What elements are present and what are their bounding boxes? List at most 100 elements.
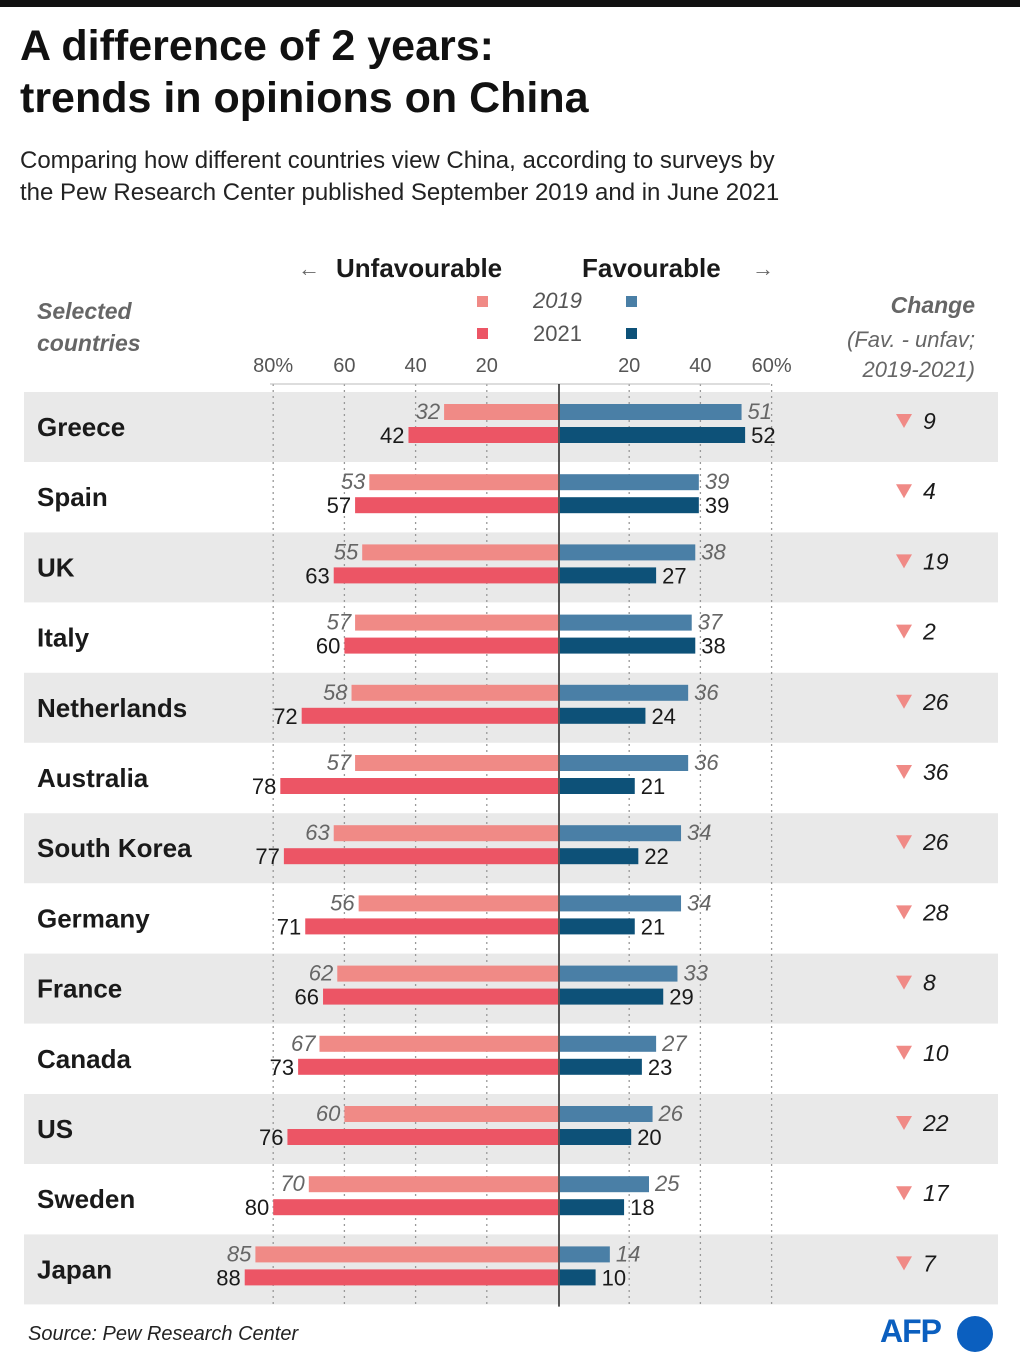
country-label: UK xyxy=(37,552,75,582)
change-value: 26 xyxy=(922,689,949,715)
bar-fav-2021 xyxy=(560,567,657,584)
bar-fav-2019 xyxy=(560,684,689,701)
bar-fav-2021 xyxy=(560,427,746,443)
data-label-unfav-2019: 67 xyxy=(291,1031,316,1056)
change-value: 8 xyxy=(923,970,936,996)
x-tick-label: 40 xyxy=(689,355,711,377)
bar-unfav-2019 xyxy=(319,1035,558,1052)
bar-unfav-2021 xyxy=(333,567,558,584)
data-label-fav-2019: 39 xyxy=(705,469,729,494)
change-down-icon xyxy=(896,835,912,850)
unfavourable-heading: Unfavourable xyxy=(336,253,503,283)
change-down-icon xyxy=(896,1256,912,1271)
country-label: South Korea xyxy=(37,833,192,863)
data-label-unfav-2021: 60 xyxy=(316,634,340,659)
data-label-fav-2021: 24 xyxy=(651,704,675,729)
bar-unfav-2019 xyxy=(444,404,558,420)
x-tick-label: 40 xyxy=(404,355,426,377)
data-label-fav-2019: 34 xyxy=(687,890,711,915)
country-label: Japan xyxy=(37,1254,112,1284)
bar-unfav-2019 xyxy=(344,1106,558,1122)
data-label-fav-2019: 34 xyxy=(687,820,711,845)
change-down-icon xyxy=(896,975,912,990)
bar-fav-2019 xyxy=(560,825,682,842)
data-label-unfav-2019: 63 xyxy=(305,820,330,845)
data-label-fav-2019: 38 xyxy=(701,539,726,564)
change-sub-line-2: 2019-2021) xyxy=(862,357,975,382)
bar-fav-2021 xyxy=(560,1199,625,1216)
data-label-fav-2019: 27 xyxy=(661,1031,687,1056)
data-label-unfav-2021: 77 xyxy=(255,844,279,869)
data-label-unfav-2019: 57 xyxy=(327,610,352,635)
change-value: 28 xyxy=(922,899,949,925)
bar-fav-2019 xyxy=(560,404,742,420)
legend-unfav-2019-swatch xyxy=(477,296,488,307)
data-label-unfav-2019: 70 xyxy=(280,1171,305,1196)
change-down-icon xyxy=(896,414,912,428)
change-down-icon xyxy=(896,554,912,569)
bar-unfav-2021 xyxy=(323,988,558,1005)
bar-unfav-2019 xyxy=(333,825,558,842)
change-value: 4 xyxy=(923,478,936,504)
data-label-unfav-2019: 56 xyxy=(330,890,355,915)
data-label-fav-2021: 52 xyxy=(751,423,775,448)
change-value: 36 xyxy=(923,759,949,785)
data-label-unfav-2021: 57 xyxy=(327,493,351,518)
data-label-fav-2021: 18 xyxy=(630,1195,654,1220)
bar-unfav-2021 xyxy=(287,1129,558,1145)
bar-fav-2019 xyxy=(560,755,689,771)
data-label-fav-2021: 10 xyxy=(602,1265,626,1290)
data-label-unfav-2021: 72 xyxy=(273,704,297,729)
country-label: Spain xyxy=(37,482,108,512)
chart-subtitle: Comparing how different countries view C… xyxy=(20,145,1000,209)
bar-fav-2021 xyxy=(560,707,646,724)
data-label-fav-2021: 21 xyxy=(641,914,665,939)
data-label-unfav-2021: 88 xyxy=(216,1265,240,1290)
bar-unfav-2021 xyxy=(244,1269,558,1286)
legend-unfav-2021-swatch xyxy=(477,328,488,339)
data-label-unfav-2019: 55 xyxy=(334,539,359,564)
data-label-unfav-2019: 32 xyxy=(416,399,440,424)
selected-line-2: countries xyxy=(37,330,141,356)
afp-logo-dot xyxy=(957,1316,993,1352)
selected-countries-label: Selected countries xyxy=(37,295,141,359)
data-label-fav-2019: 25 xyxy=(654,1171,680,1196)
change-value: 10 xyxy=(923,1040,949,1066)
x-tick-label: 20 xyxy=(476,355,498,377)
data-label-fav-2019: 37 xyxy=(698,610,723,635)
bar-fav-2021 xyxy=(560,778,635,794)
data-label-fav-2021: 39 xyxy=(705,493,729,518)
data-label-unfav-2021: 63 xyxy=(305,563,329,588)
data-label-unfav-2019: 85 xyxy=(227,1241,252,1266)
source-note: Source: Pew Research Center xyxy=(28,1323,299,1345)
change-down-icon xyxy=(896,694,912,709)
data-label-unfav-2019: 62 xyxy=(309,961,333,986)
data-label-fav-2021: 38 xyxy=(701,634,725,659)
country-label: France xyxy=(37,974,122,1004)
bar-fav-2019 xyxy=(560,544,696,561)
bar-fav-2019 xyxy=(560,1246,610,1263)
bar-fav-2021 xyxy=(560,848,639,865)
bar-unfav-2021 xyxy=(280,778,558,794)
data-label-fav-2019: 26 xyxy=(658,1101,684,1126)
bar-fav-2019 xyxy=(560,895,682,912)
change-value: 17 xyxy=(923,1180,950,1206)
selected-line-1: Selected xyxy=(37,298,132,324)
afp-logo: AFP xyxy=(880,1313,942,1349)
x-tick-label: 60% xyxy=(752,355,792,377)
data-label-unfav-2021: 78 xyxy=(252,774,276,799)
bar-fav-2019 xyxy=(560,1106,653,1122)
bar-fav-2021 xyxy=(560,1129,632,1145)
bar-unfav-2019 xyxy=(362,544,558,561)
favourable-heading: Favourable xyxy=(582,253,721,283)
data-label-fav-2021: 21 xyxy=(641,774,665,799)
x-tick-label: 80% xyxy=(253,355,293,377)
data-label-unfav-2021: 80 xyxy=(245,1195,269,1220)
x-tick-label: 20 xyxy=(618,355,640,377)
bar-fav-2021 xyxy=(560,918,635,935)
data-label-unfav-2019: 53 xyxy=(341,469,366,494)
data-label-fav-2019: 36 xyxy=(694,680,719,705)
legend-fav-2019-swatch xyxy=(626,296,637,307)
bar-fav-2019 xyxy=(560,614,692,631)
change-value: 9 xyxy=(923,408,936,434)
